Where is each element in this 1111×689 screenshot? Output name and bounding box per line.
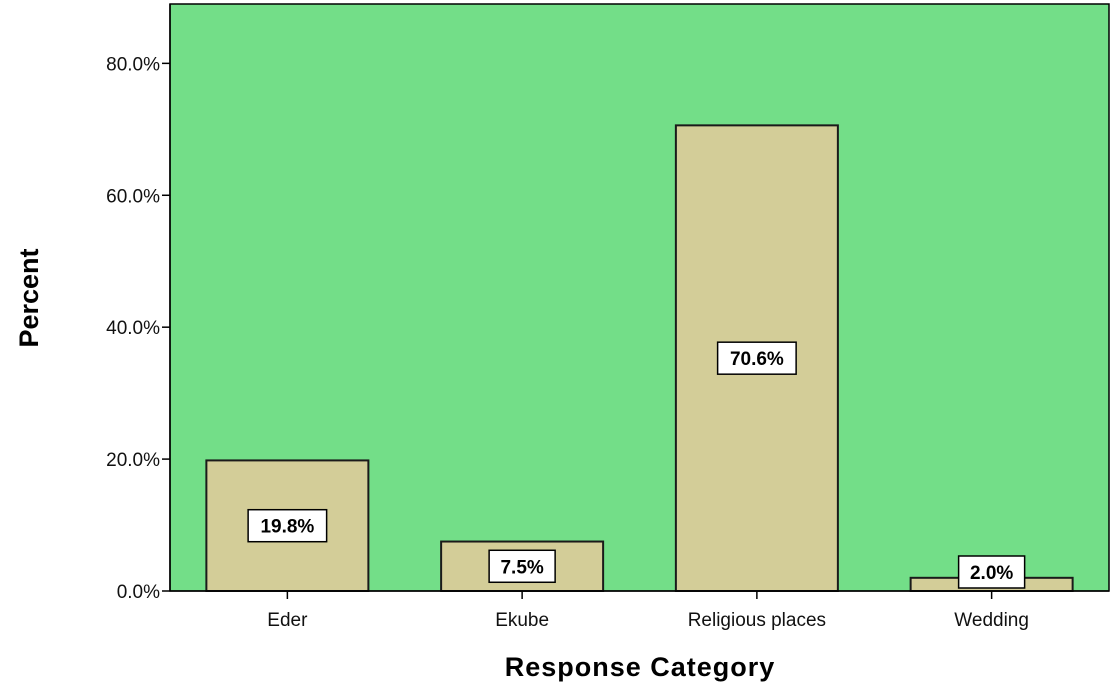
bars-layer bbox=[205, 124, 1074, 593]
data-label: 19.8% bbox=[260, 517, 314, 538]
data-label: 70.6% bbox=[730, 349, 784, 370]
data-label-box bbox=[957, 555, 1026, 589]
data-label: 7.5% bbox=[500, 557, 543, 578]
y-tick-label: 80.0% bbox=[106, 54, 160, 75]
y-tick-label: 60.0% bbox=[106, 186, 160, 207]
data-label-box bbox=[488, 549, 556, 584]
x-tick-label: Wedding bbox=[954, 610, 1029, 631]
data-labels-layer: 19.8% 7.5% 70.6% 2.0% bbox=[247, 341, 1026, 589]
x-tick-label: Ekube bbox=[495, 610, 549, 631]
data-label-box bbox=[716, 341, 797, 375]
data-label: 2.0% bbox=[970, 563, 1013, 584]
x-tick-label: Religious places bbox=[688, 610, 826, 631]
x-axis-title: Response Category bbox=[505, 652, 776, 682]
y-tick-label: 0.0% bbox=[117, 582, 160, 603]
y-axis-title: Percent bbox=[14, 248, 44, 347]
axes-layer: 0.0% 20.0% 40.0% 60.0% 80.0% Eder Ekube Religio… bbox=[106, 4, 1109, 631]
y-tick-label: 40.0% bbox=[106, 318, 160, 339]
y-tick-label: 20.0% bbox=[106, 450, 160, 471]
x-tick-label: Eder bbox=[267, 610, 308, 631]
data-label-box bbox=[247, 508, 328, 543]
